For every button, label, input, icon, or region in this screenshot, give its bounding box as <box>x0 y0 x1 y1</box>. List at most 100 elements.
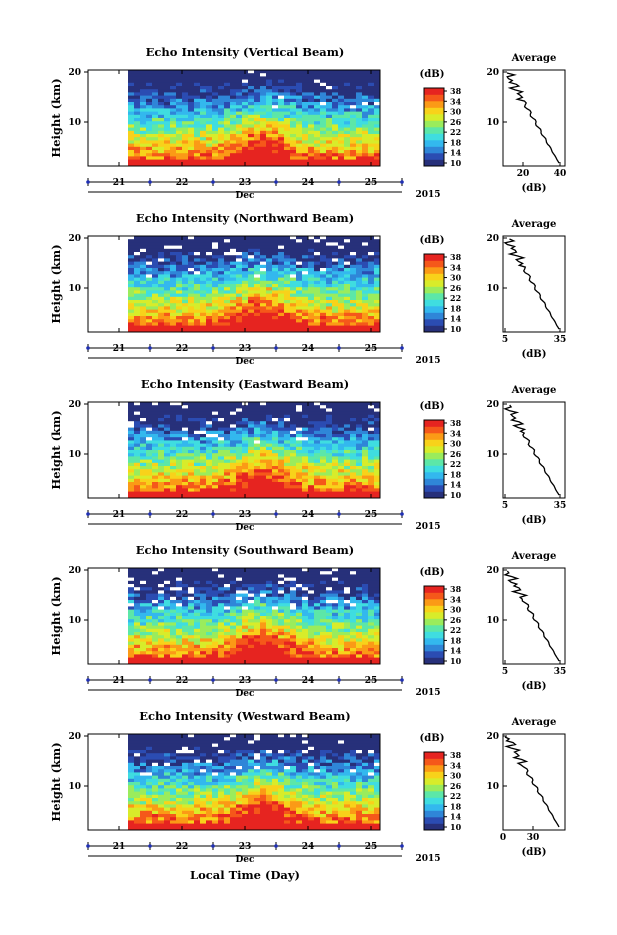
heatmap-cell <box>374 156 380 160</box>
heatmap-cell <box>146 140 152 144</box>
heatmap-cell <box>296 587 302 591</box>
heatmap-cell <box>152 265 158 269</box>
heatmap-cell <box>230 255 236 259</box>
heatmap-cell <box>296 638 302 642</box>
heatmap-cell <box>158 424 164 428</box>
heatmap-cell <box>170 99 176 103</box>
heatmap-cell <box>338 424 344 428</box>
month-label: Dec <box>235 357 255 367</box>
heatmap-cell <box>296 76 302 80</box>
heatmap-cell <box>170 485 176 489</box>
heatmap-cell <box>266 239 272 243</box>
colorbar-label: 22 <box>450 293 461 303</box>
heatmap-cell <box>128 654 134 658</box>
heatmap-cell <box>254 281 260 285</box>
heatmap-cell <box>158 287 164 291</box>
heatmap-cell <box>200 278 206 282</box>
heatmap-cell <box>194 450 200 454</box>
heatmap-cell <box>236 479 242 483</box>
heatmap-cell <box>170 466 176 470</box>
heatmap-cell <box>152 424 158 428</box>
heatmap-cell <box>374 86 380 90</box>
heatmap-cell <box>212 310 218 314</box>
heatmap-cell <box>308 140 314 144</box>
heatmap-cell <box>284 287 290 291</box>
heatmap-cell <box>182 137 188 141</box>
heatmap-cell <box>350 326 356 330</box>
heatmap-cell <box>158 319 164 323</box>
heatmap-cell <box>176 642 182 646</box>
heatmap-cell <box>362 466 368 470</box>
heatmap-cell <box>194 300 200 304</box>
heatmap-cell <box>206 236 212 240</box>
heatmap-cell <box>290 412 296 416</box>
heatmap-cell <box>182 313 188 317</box>
heatmap-cell <box>218 284 224 288</box>
heatmap-cell <box>236 319 242 323</box>
heatmap-cell <box>248 638 254 642</box>
colorbar-label: 30 <box>450 107 462 117</box>
heatmap-cell <box>206 294 212 298</box>
heatmap-cell <box>290 648 296 652</box>
heatmap-cell <box>188 492 194 496</box>
heatmap-cell <box>368 121 374 125</box>
heatmap-cell <box>344 121 350 125</box>
heatmap-cell <box>236 70 242 74</box>
heatmap-cell <box>200 450 206 454</box>
heatmap-cell <box>206 131 212 135</box>
heatmap-cell <box>308 600 314 604</box>
heatmap-cell <box>182 274 188 278</box>
heatmap-cell <box>254 147 260 151</box>
heatmap-cell <box>374 326 380 330</box>
heatmap-cell <box>146 70 152 74</box>
heatmap-cell <box>242 150 248 154</box>
heatmap-cell <box>200 118 206 122</box>
heatmap-cell <box>146 428 152 432</box>
heatmap-cell <box>188 626 194 630</box>
heatmap-cell <box>188 571 194 575</box>
heatmap-cell <box>194 479 200 483</box>
heatmap-cell <box>272 92 278 96</box>
heatmap-cell <box>326 249 332 253</box>
heatmap-cell <box>272 246 278 250</box>
heatmap-cell <box>242 255 248 259</box>
heatmap-cell <box>332 313 338 317</box>
heatmap-cell <box>266 262 272 266</box>
heatmap-cell <box>296 424 302 428</box>
heatmap-cell <box>170 578 176 582</box>
heatmap-cell <box>266 278 272 282</box>
heatmap-cell <box>308 124 314 128</box>
heatmap-cell <box>260 482 266 486</box>
heatmap-cell <box>296 92 302 96</box>
heatmap-cell <box>176 469 182 473</box>
heatmap-cell <box>374 160 380 164</box>
x-tick-label: 21 <box>113 178 126 188</box>
heatmap-cell <box>128 156 134 160</box>
heatmap-cell <box>284 246 290 250</box>
heatmap-cell <box>236 424 242 428</box>
heatmap-cell <box>128 428 134 432</box>
heatmap-cell <box>314 456 320 460</box>
heatmap-cell <box>368 463 374 467</box>
heatmap-cell <box>218 629 224 633</box>
heatmap-cell <box>152 70 158 74</box>
heatmap-cell <box>128 134 134 138</box>
x-tick-label: 24 <box>302 178 315 188</box>
heatmap-cell <box>206 144 212 148</box>
heatmap-cell <box>254 434 260 438</box>
heatmap-cell <box>278 160 284 164</box>
heatmap-cell <box>158 134 164 138</box>
heatmap-cell <box>248 89 254 93</box>
heatmap-cell <box>218 658 224 662</box>
heatmap-cell <box>254 86 260 90</box>
heatmap-cell <box>338 319 344 323</box>
heatmap-cell <box>200 642 206 646</box>
heatmap-cell <box>170 140 176 144</box>
heatmap-cell <box>272 265 278 269</box>
heatmap-cell <box>212 112 218 116</box>
heatmap-cell <box>326 303 332 307</box>
heatmap-cell <box>140 300 146 304</box>
heatmap-cell <box>134 284 140 288</box>
heatmap-cell <box>344 482 350 486</box>
heatmap-cell <box>278 654 284 658</box>
